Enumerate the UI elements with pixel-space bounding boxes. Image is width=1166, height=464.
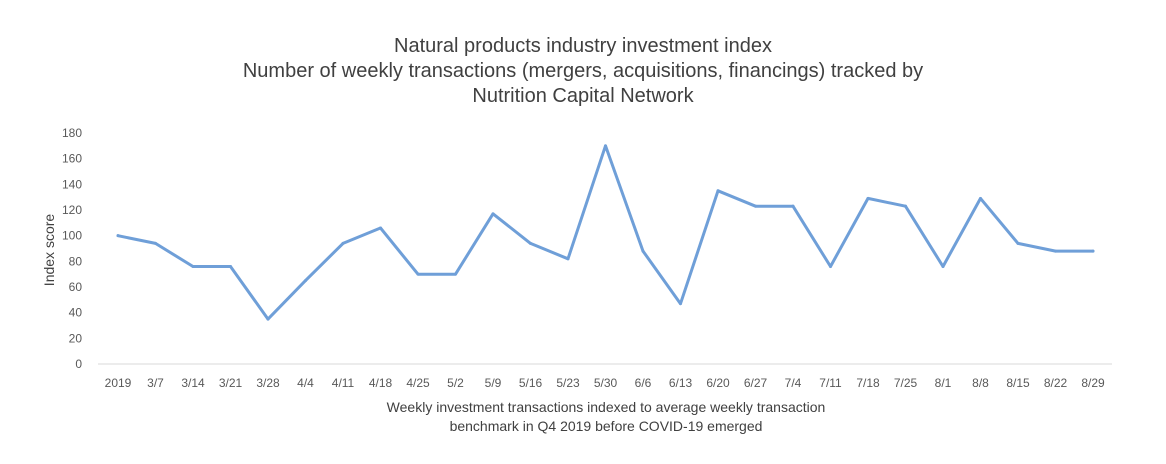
data-point [979, 196, 982, 200]
data-point [1054, 249, 1057, 253]
data-point [641, 249, 645, 253]
data-point [791, 204, 795, 208]
data-point [491, 212, 495, 216]
x-tick-label: 5/2 [447, 376, 464, 390]
data-point [904, 204, 907, 208]
data-point [716, 189, 720, 193]
x-tick-label: 4/25 [406, 376, 430, 390]
data-point [529, 241, 532, 245]
x-tick-label: 8/8 [972, 376, 989, 390]
x-tick-label: 2019 [105, 376, 132, 390]
x-axis-label-line-1: Weekly investment transactions indexed t… [386, 399, 826, 415]
data-point [604, 144, 607, 148]
chart-title: Natural products industry investment ind… [394, 35, 772, 57]
x-axis-label: Weekly investment transactions indexed t… [300, 398, 912, 436]
y-tick-label: 140 [62, 177, 82, 191]
x-tick-label: 6/13 [669, 376, 693, 390]
data-point [679, 302, 682, 306]
data-point [454, 272, 457, 276]
x-tick-label: 4/18 [369, 376, 393, 390]
data-point [416, 272, 420, 276]
data-point [566, 257, 570, 261]
x-tick-label: 8/15 [1006, 376, 1030, 390]
data-point [304, 279, 307, 283]
x-tick-label: 8/22 [1044, 376, 1068, 390]
x-tick-label: 8/29 [1081, 376, 1105, 390]
x-tick-label: 3/28 [256, 376, 280, 390]
x-tick-label: 7/18 [856, 376, 880, 390]
chart-subtitle-line-1: Number of weekly transactions (mergers, … [242, 60, 924, 82]
x-tick-label: 5/30 [594, 376, 618, 390]
x-tick-label: 8/1 [935, 376, 952, 390]
data-point [941, 264, 945, 268]
y-tick-label: 80 [69, 254, 83, 268]
data-point [229, 264, 232, 268]
y-tick-label: 120 [62, 203, 82, 217]
data-point [191, 264, 195, 268]
y-tick-label: 160 [62, 152, 82, 166]
data-point [1016, 241, 1020, 245]
data-point [866, 196, 870, 200]
data-point [829, 264, 832, 268]
x-axis-label-line-2: benchmark in Q4 2019 before COVID-19 eme… [449, 418, 763, 434]
series-line [116, 144, 1095, 321]
x-tick-label: 3/14 [181, 376, 205, 390]
y-tick-labels: 0 20 40 60 80 100 120 140 160 180 [62, 126, 82, 371]
y-tick-label: 0 [75, 357, 82, 371]
chart-subtitle-line-2: Nutrition Capital Network [472, 85, 694, 107]
x-tick-label: 5/9 [485, 376, 502, 390]
x-tick-label: 6/27 [744, 376, 768, 390]
data-point [1091, 249, 1095, 253]
x-tick-label: 7/11 [819, 376, 842, 390]
y-tick-label: 40 [69, 306, 83, 320]
data-point [379, 226, 382, 230]
chart-title-block: Natural products industry investment ind… [0, 34, 1166, 109]
y-tick-label: 20 [69, 331, 83, 345]
data-point [341, 241, 345, 245]
x-tick-label: 6/6 [635, 376, 652, 390]
y-axis-label: Index score [41, 213, 57, 287]
y-tick-label: 100 [62, 229, 82, 243]
x-tick-label: 4/4 [297, 376, 314, 390]
x-tick-label: 7/4 [785, 376, 802, 390]
data-point [116, 234, 120, 238]
y-tick-label: 60 [69, 280, 83, 294]
x-tick-label: 4/11 [332, 376, 355, 390]
x-tick-label: 6/20 [706, 376, 730, 390]
data-point [154, 241, 157, 245]
data-point [266, 317, 270, 321]
y-tick-label: 180 [62, 126, 82, 140]
x-tick-label: 5/23 [556, 376, 580, 390]
data-point [754, 204, 757, 208]
x-tick-label: 3/21 [219, 376, 243, 390]
x-tick-label: 3/7 [147, 376, 164, 390]
x-tick-label: 7/25 [894, 376, 918, 390]
x-tick-label: 5/16 [519, 376, 543, 390]
x-tick-labels: 2019 3/7 3/14 3/21 3/28 4/4 4/11 4/18 4/25 5/2 5/9… [105, 376, 1105, 390]
series-points [116, 144, 1095, 321]
